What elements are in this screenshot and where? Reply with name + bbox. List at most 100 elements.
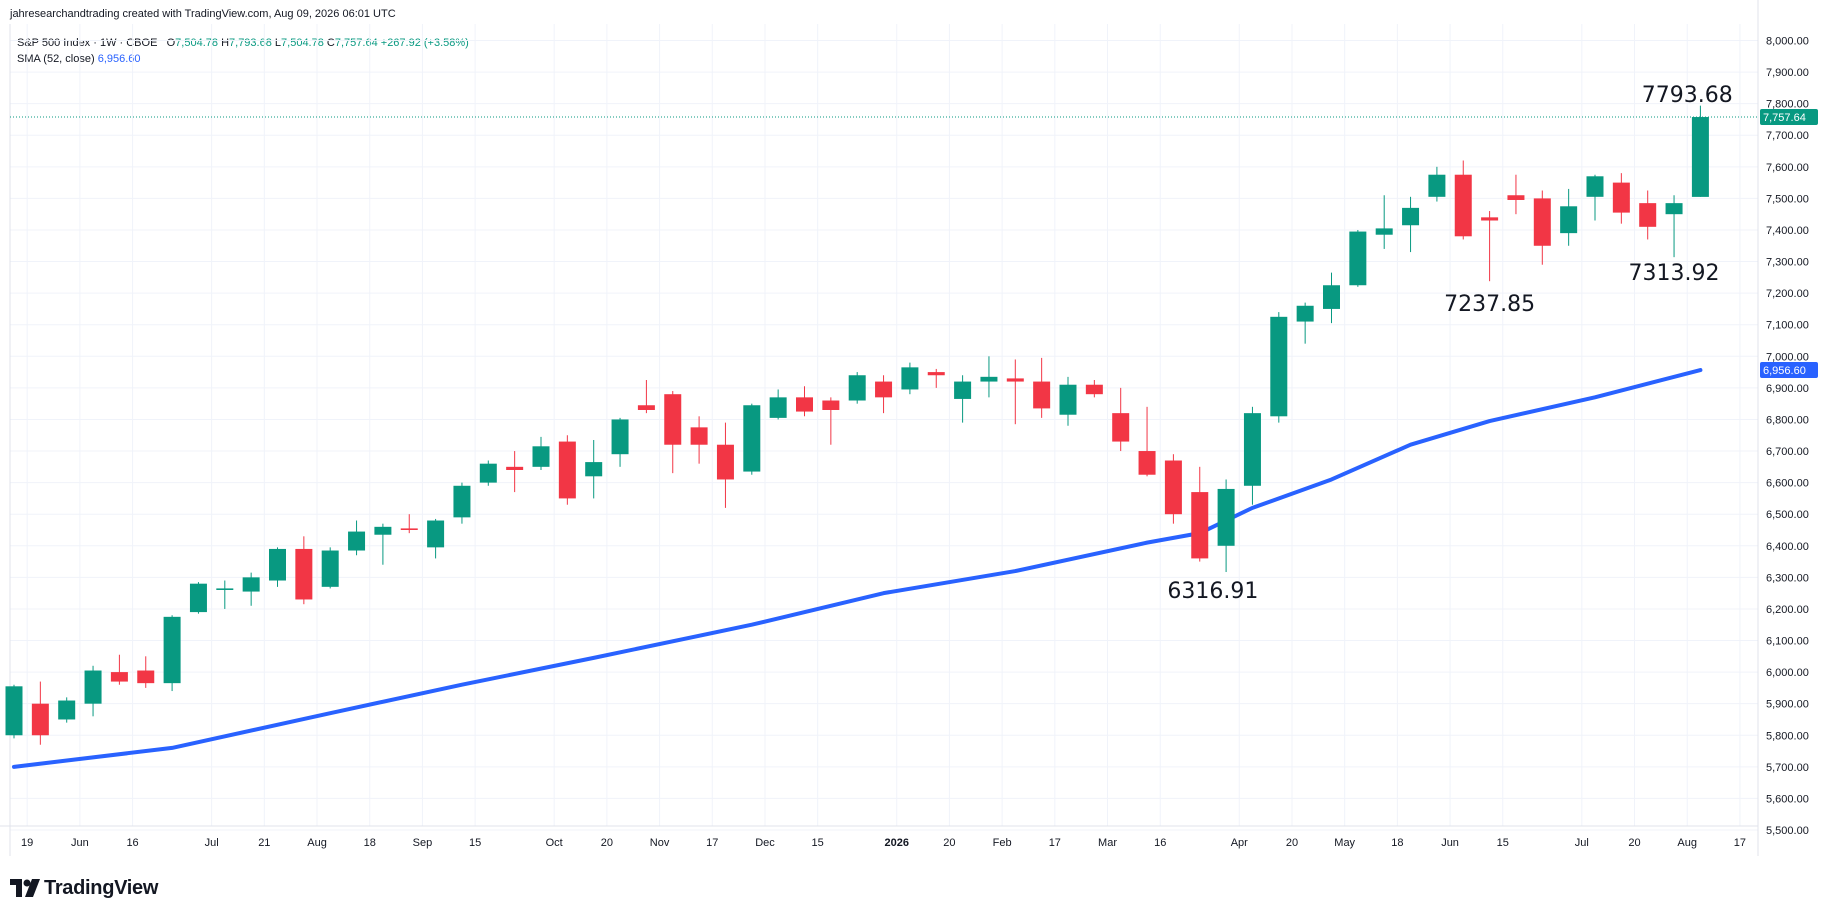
candle-body[interactable] (1639, 203, 1657, 227)
legend-close-label: C (326, 37, 335, 49)
candle-body[interactable] (269, 548, 286, 581)
candle-body[interactable] (84, 670, 102, 704)
candle-body[interactable] (216, 588, 234, 590)
candle-body[interactable] (1586, 176, 1604, 197)
candle-body[interactable] (163, 616, 181, 684)
x-tick-label: Sep (413, 837, 433, 849)
candle-body[interactable] (1296, 305, 1314, 322)
x-tick-label: 17 (1734, 837, 1746, 849)
candle-body[interactable] (189, 583, 207, 613)
candle-body[interactable] (1059, 384, 1077, 415)
candle-body[interactable] (506, 466, 524, 470)
price-tag-bg (1760, 109, 1818, 126)
candle-body[interactable] (1402, 207, 1420, 226)
candle-body[interactable] (585, 462, 603, 477)
candle-body[interactable] (400, 528, 418, 530)
candle-body[interactable] (1665, 203, 1683, 215)
candle-body[interactable] (479, 463, 497, 483)
candle-body[interactable] (611, 419, 629, 455)
x-tick-label: 20 (943, 837, 955, 849)
candle-body[interactable] (1533, 198, 1551, 246)
candle-body[interactable] (137, 670, 155, 684)
candle-body[interactable] (1428, 174, 1446, 197)
candle-body[interactable] (1033, 381, 1051, 409)
candle-body[interactable] (1323, 285, 1340, 309)
candle-body[interactable] (1560, 206, 1578, 234)
candle-body[interactable] (427, 520, 445, 548)
candle-body[interactable] (1612, 182, 1630, 213)
candle-body[interactable] (1507, 195, 1525, 200)
candle-body[interactable] (980, 376, 998, 382)
tradingview-logo-icon (10, 879, 40, 897)
x-tick-label: 20 (1628, 837, 1640, 849)
legend-open-label: O (166, 37, 176, 49)
legend-sma-row[interactable]: SMA (52, close) 6,956.60 (17, 51, 469, 67)
y-tick-label: 7,800.00 (1766, 99, 1809, 111)
y-tick-label: 6,600.00 (1766, 478, 1809, 490)
candle-body[interactable] (690, 427, 708, 445)
candle-body[interactable] (664, 394, 682, 445)
x-tick-label: 17 (1049, 837, 1061, 849)
x-tick-label: Oct (546, 837, 563, 849)
candle-body[interactable] (348, 531, 366, 551)
x-tick-label: Jun (71, 837, 89, 849)
candle-body[interactable] (1691, 117, 1709, 197)
candle-body[interactable] (374, 526, 392, 535)
y-tick-label: 7,100.00 (1766, 320, 1809, 332)
candle-body[interactable] (558, 441, 576, 499)
candle-body[interactable] (637, 405, 655, 410)
y-tick-label: 7,700.00 (1766, 130, 1809, 142)
legend-sma-label[interactable]: SMA (52, close) (17, 53, 95, 65)
candle-body[interactable] (1481, 217, 1499, 221)
candle-body[interactable] (110, 672, 128, 682)
y-tick-label: 5,500.00 (1766, 825, 1809, 837)
candle-body[interactable] (1217, 488, 1235, 546)
candle-body[interactable] (1349, 231, 1367, 286)
y-tick-label: 7,200.00 (1766, 288, 1809, 300)
candle-body[interactable] (848, 375, 866, 401)
tradingview-logo[interactable]: TradingView (10, 877, 158, 899)
candle-body[interactable] (1006, 378, 1024, 382)
candle-body[interactable] (31, 703, 49, 736)
candle-body[interactable] (796, 397, 813, 412)
candle-body[interactable] (1112, 413, 1130, 442)
candle-body[interactable] (321, 550, 339, 587)
candle-body[interactable] (875, 381, 893, 398)
candle-body[interactable] (1085, 384, 1103, 395)
candle-body[interactable] (927, 372, 945, 376)
candle-body[interactable] (453, 485, 471, 518)
sma-line[interactable] (12, 368, 1703, 769)
candle-body[interactable] (1454, 174, 1472, 237)
candle-body[interactable] (1375, 228, 1393, 235)
y-tick-label: 7,300.00 (1766, 257, 1809, 269)
candle-body[interactable] (1191, 492, 1209, 559)
candle-body[interactable] (954, 381, 972, 399)
price-annotation: 6316.91 (1167, 579, 1258, 604)
x-tick-label: 16 (126, 837, 138, 849)
y-tick-label: 8,000.00 (1766, 36, 1809, 48)
price-tag-label: 6,956.60 (1763, 365, 1806, 377)
candle-body[interactable] (901, 367, 919, 390)
x-tick-label: Mar (1098, 837, 1117, 849)
candle-body[interactable] (769, 397, 787, 418)
price-annotation: 7237.85 (1444, 292, 1535, 317)
price-annotation: 7793.68 (1642, 83, 1733, 108)
candle-body[interactable] (1164, 460, 1182, 515)
candle-body[interactable] (1138, 451, 1156, 475)
candle-body[interactable] (716, 444, 734, 480)
candle-body[interactable] (5, 686, 23, 736)
candle-body[interactable] (295, 548, 313, 600)
y-tick-label: 7,400.00 (1766, 225, 1809, 237)
candle-body[interactable] (242, 577, 260, 592)
candle-body[interactable] (1243, 413, 1261, 486)
price-tag: 6,956.60 (1760, 362, 1818, 379)
candle-body[interactable] (743, 405, 761, 472)
candle-body[interactable] (1270, 316, 1288, 417)
y-tick-label: 6,200.00 (1766, 604, 1809, 616)
x-tick-label: Jul (1575, 837, 1589, 849)
candle-body[interactable] (532, 446, 550, 467)
candle-body[interactable] (58, 700, 76, 720)
x-tick-label: 15 (469, 837, 481, 849)
candle-body[interactable] (822, 400, 840, 410)
